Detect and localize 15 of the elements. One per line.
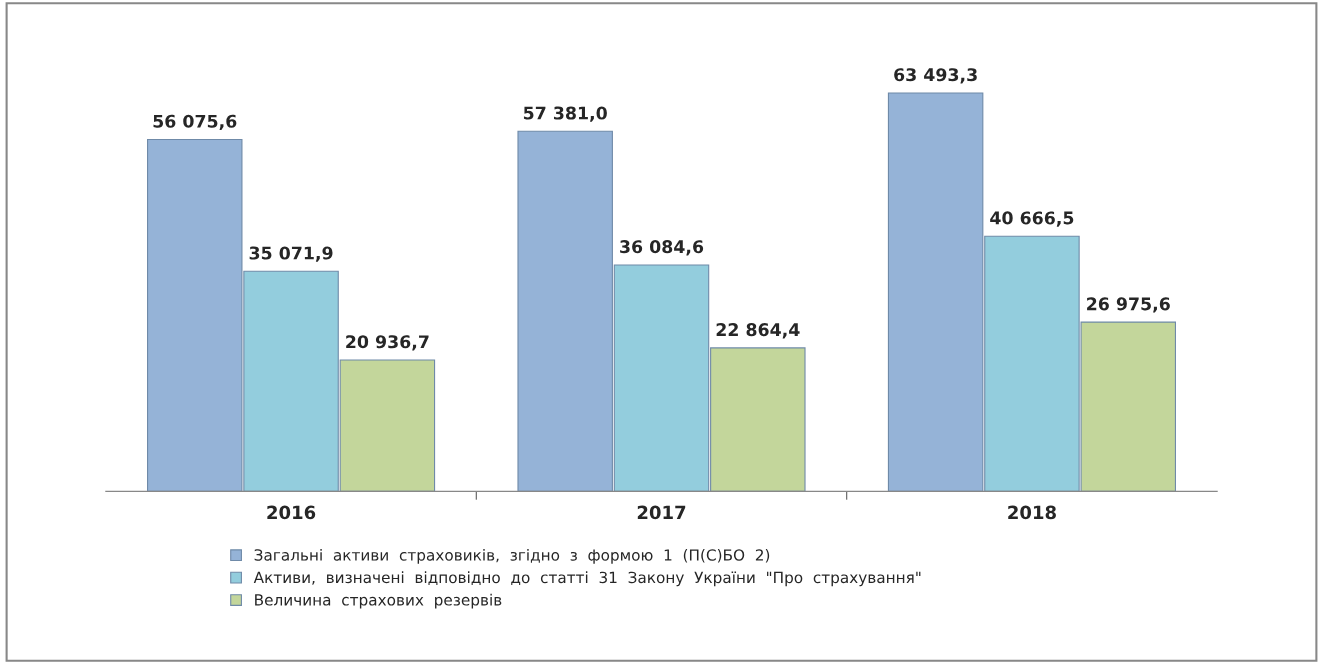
data-label: 57 381,0 (523, 106, 607, 122)
data-label: 56 075,6 (153, 114, 237, 131)
data-label: 36 084,6 (620, 240, 704, 256)
data-label: 26 975,6 (1087, 297, 1170, 313)
legend-label: Величина страхових резервів (255, 593, 502, 609)
data-label: 40 666,5 (990, 211, 1074, 227)
x-tick-label: 2017 (637, 505, 686, 520)
data-label: 63 493,3 (894, 68, 977, 84)
data-label: 35 071,9 (249, 246, 333, 262)
legend-label: Активи, визначені відповідно до статті 31 Закону України "Про страхування" (253, 571, 921, 587)
x-tick-label: 2018 (1008, 505, 1056, 520)
data-label: 20 936,7 (346, 335, 429, 351)
legend-label: Загальні активи страховиків, згідно з формою 1 (П(С)БО 2) (254, 548, 770, 564)
x-tick-label: 2016 (267, 505, 316, 520)
data-label: 22 864,4 (716, 323, 800, 339)
